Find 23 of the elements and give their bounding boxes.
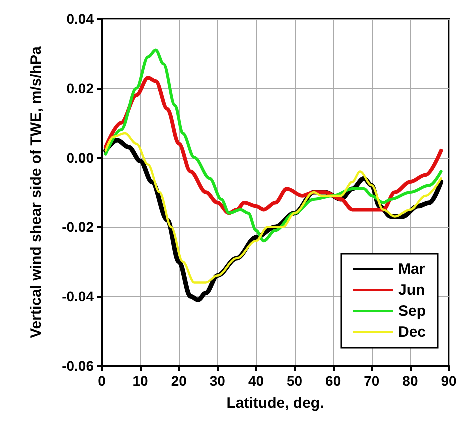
y-tick-label: 0.04: [66, 11, 94, 27]
legend-label: Jun: [398, 282, 426, 299]
legend-label: Sep: [398, 303, 426, 320]
y-tick-label: 0.00: [66, 150, 94, 166]
x-tick-label: 10: [132, 373, 149, 389]
x-tick-label: 50: [286, 373, 303, 389]
x-tick-label: 80: [402, 373, 418, 389]
x-tick-label: 0: [98, 373, 106, 389]
x-tick-label: 40: [248, 373, 264, 389]
x-tick-label: 20: [171, 373, 188, 389]
y-tick-label: 0.02: [66, 80, 94, 96]
x-tick-label: 60: [326, 373, 342, 389]
y-tick-label: -0.04: [62, 288, 94, 305]
x-tick-label: 30: [210, 373, 226, 389]
legend-label: Dec: [398, 324, 426, 341]
x-tick-label: 90: [441, 373, 457, 389]
y-tick-label: -0.06: [62, 358, 94, 374]
x-axis-title: Latitude, deg.: [226, 395, 324, 412]
line-series: [104, 48, 443, 243]
y-axis-title: Vertical wind shear side of TWE, m/s/hPa: [28, 46, 45, 338]
y-tick-label: -0.02: [62, 219, 94, 236]
x-tick-label: 70: [364, 373, 380, 389]
legend-label: Mar: [398, 261, 426, 278]
